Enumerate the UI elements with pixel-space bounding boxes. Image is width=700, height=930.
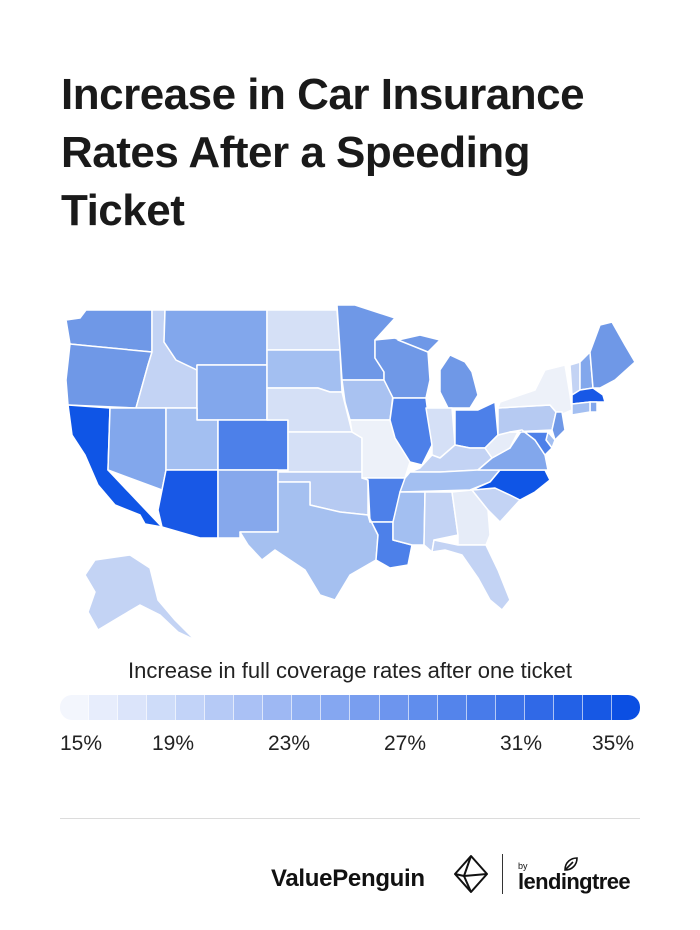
state-nd[interactable] [266, 309, 341, 351]
valuepenguin-wordmark: ValuePenguin [271, 865, 425, 892]
state-co[interactable] [217, 419, 289, 471]
valuepenguin-logo-icon [454, 855, 488, 893]
footer-divider [60, 818, 640, 819]
state-nv[interactable] [107, 407, 167, 491]
state-md[interactable] [509, 429, 553, 456]
legend-color-step [437, 695, 467, 720]
lendingtree-wordmark: lendingtree [518, 869, 631, 894]
state-nc[interactable] [471, 469, 551, 501]
legend-color-step [205, 695, 235, 720]
brand-separator [502, 854, 503, 894]
state-mt[interactable] [163, 309, 268, 371]
legend-color-step [292, 695, 322, 720]
state-me[interactable] [589, 321, 636, 389]
state-ms[interactable] [392, 491, 426, 546]
legend-color-scale [60, 695, 640, 720]
legend-color-step [176, 695, 206, 720]
state-vt[interactable] [569, 361, 581, 396]
state-az[interactable] [157, 469, 219, 539]
by-label: by [518, 861, 528, 871]
title-line-2: Rates After a Speeding [61, 128, 531, 177]
state-nm[interactable] [217, 469, 279, 539]
legend-color-step [408, 695, 438, 720]
state-nj[interactable] [551, 411, 566, 441]
state-il[interactable] [389, 397, 433, 466]
legend-tick-label: 31% [500, 732, 543, 755]
legend-tick-labels: 15% 19% 23% 27% 31% 35% [0, 732, 700, 762]
title-line-3: Ticket [61, 186, 185, 235]
chart-title: Increase in Car Insurance Rates After a … [61, 66, 661, 240]
state-fl[interactable] [431, 539, 511, 611]
legend-color-step [553, 695, 583, 720]
legend-color-step [466, 695, 496, 720]
legend-tick-label: 23% [268, 732, 311, 755]
legend-tick-label: 35% [592, 732, 635, 755]
legend-color-step [89, 695, 119, 720]
legend-color-step [524, 695, 554, 720]
legend-color-step [263, 695, 293, 720]
state-la[interactable] [367, 514, 413, 569]
state-sd[interactable] [266, 349, 343, 393]
legend-tick-label: 27% [384, 732, 427, 755]
state-pa[interactable] [497, 404, 557, 436]
state-ri[interactable] [589, 401, 598, 413]
state-ia[interactable] [341, 379, 394, 421]
state-wy[interactable] [196, 364, 268, 421]
legend-tick-label: 15% [60, 732, 103, 755]
state-tx[interactable] [239, 481, 379, 601]
footer-branding: ValuePenguin by lendingtree [0, 845, 700, 905]
legend-color-step [234, 695, 264, 720]
legend-title: Increase in full coverage rates after on… [128, 658, 572, 683]
title-line-1: Increase in Car Insurance [61, 70, 585, 119]
legend-color-step [350, 695, 380, 720]
state-mi[interactable] [397, 334, 479, 409]
lendingtree-leaf-icon [564, 857, 578, 871]
legend-tick-label: 19% [152, 732, 195, 755]
legend-color-step [60, 695, 90, 720]
legend-color-step [495, 695, 525, 720]
state-ak[interactable] [84, 554, 196, 641]
us-choropleth-map [65, 304, 636, 641]
legend-color-step [611, 695, 640, 720]
legend-color-step [321, 695, 351, 720]
legend-color-step [147, 695, 177, 720]
legend-color-step [582, 695, 612, 720]
state-ct[interactable] [571, 401, 591, 416]
state-ks[interactable] [287, 431, 363, 473]
legend-color-step [118, 695, 148, 720]
legend-color-step [379, 695, 409, 720]
